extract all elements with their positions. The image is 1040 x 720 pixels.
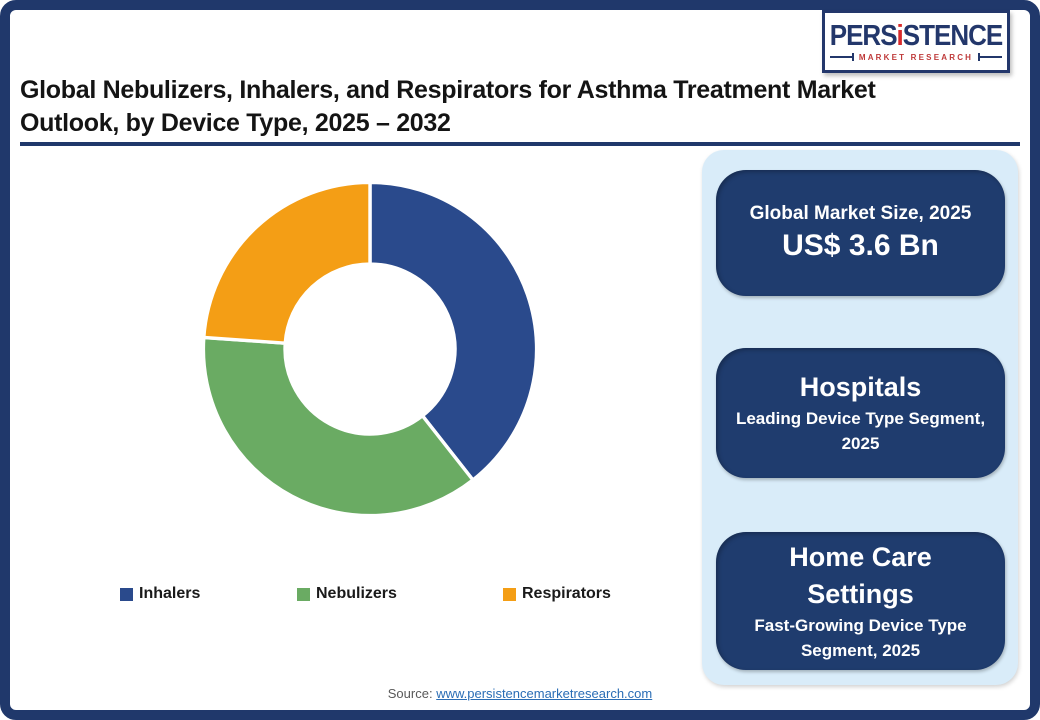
page-title: Global Nebulizers, Inhalers, and Respira… bbox=[20, 74, 1020, 139]
page-title-line2: Outlook, by Device Type, 2025 – 2032 bbox=[20, 108, 451, 137]
legend-swatch-inhalers bbox=[120, 587, 133, 601]
source-label: Source: bbox=[387, 686, 433, 701]
brand-logo-tagline: MARKET RESEARCH bbox=[858, 52, 974, 62]
legend-swatch-nebulizers bbox=[297, 587, 310, 601]
chart-legend: Inhalers Nebulizers Respirators bbox=[120, 585, 660, 607]
logo-red-i: i bbox=[896, 17, 904, 52]
legend-label-nebulizers: Nebulizers bbox=[316, 585, 397, 602]
card-fast-growing-sub: Fast-Growing Device Type Segment, 2025 bbox=[754, 616, 967, 660]
legend-item-inhalers: Inhalers bbox=[120, 585, 200, 603]
donut-segment-inhalers bbox=[368, 180, 539, 483]
card-global-market-size: Global Market Size, 2025 US$ 3.6 Bn bbox=[716, 170, 1005, 296]
source-row: Source: www.persistencemarketresearch.co… bbox=[0, 686, 1040, 701]
legend-item-respirators: Respirators bbox=[503, 585, 611, 603]
legend-label-inhalers: Inhalers bbox=[139, 585, 201, 602]
card-market-size-value: US$ 3.6 Bn bbox=[782, 229, 939, 263]
brand-logo-tagline-row: MARKET RESEARCH bbox=[830, 53, 1002, 62]
legend-label-respirators: Respirators bbox=[522, 585, 611, 602]
brand-logo-wordmark: PERSiSTENCE bbox=[829, 17, 1004, 52]
donut-segment-nebulizers bbox=[201, 335, 476, 518]
card-leading-segment-sub: Leading Device Type Segment, 2025 bbox=[735, 409, 986, 453]
card-leading-segment: Hospitals Leading Device Type Segment, 2… bbox=[716, 348, 1005, 478]
legend-item-nebulizers: Nebulizers bbox=[297, 585, 397, 603]
logo-text-pre: PERS bbox=[829, 17, 898, 52]
donut-chart bbox=[200, 179, 540, 519]
title-underline-rule bbox=[20, 142, 1020, 146]
card-leading-segment-heading: Hospitals bbox=[799, 372, 922, 403]
donut-segment-respirators bbox=[201, 180, 372, 345]
card-market-size-heading: Global Market Size, 2025 bbox=[749, 202, 972, 224]
card-fast-growing-heading: Home Care Settings bbox=[789, 541, 932, 610]
page-title-line1: Global Nebulizers, Inhalers, and Respira… bbox=[20, 76, 876, 104]
brand-logo: PERSiSTENCE MARKET RESEARCH bbox=[822, 10, 1010, 73]
logo-text-post: STENCE bbox=[902, 17, 1003, 52]
source-link[interactable]: www.persistencemarketresearch.com bbox=[436, 686, 653, 701]
card-fast-growing-segment: Home Care Settings Fast-Growing Device T… bbox=[716, 532, 1005, 670]
legend-swatch-respirators bbox=[503, 587, 516, 601]
logo-rule-right bbox=[978, 53, 1002, 61]
donut-chart-svg bbox=[201, 180, 539, 518]
logo-rule-left bbox=[830, 53, 854, 61]
